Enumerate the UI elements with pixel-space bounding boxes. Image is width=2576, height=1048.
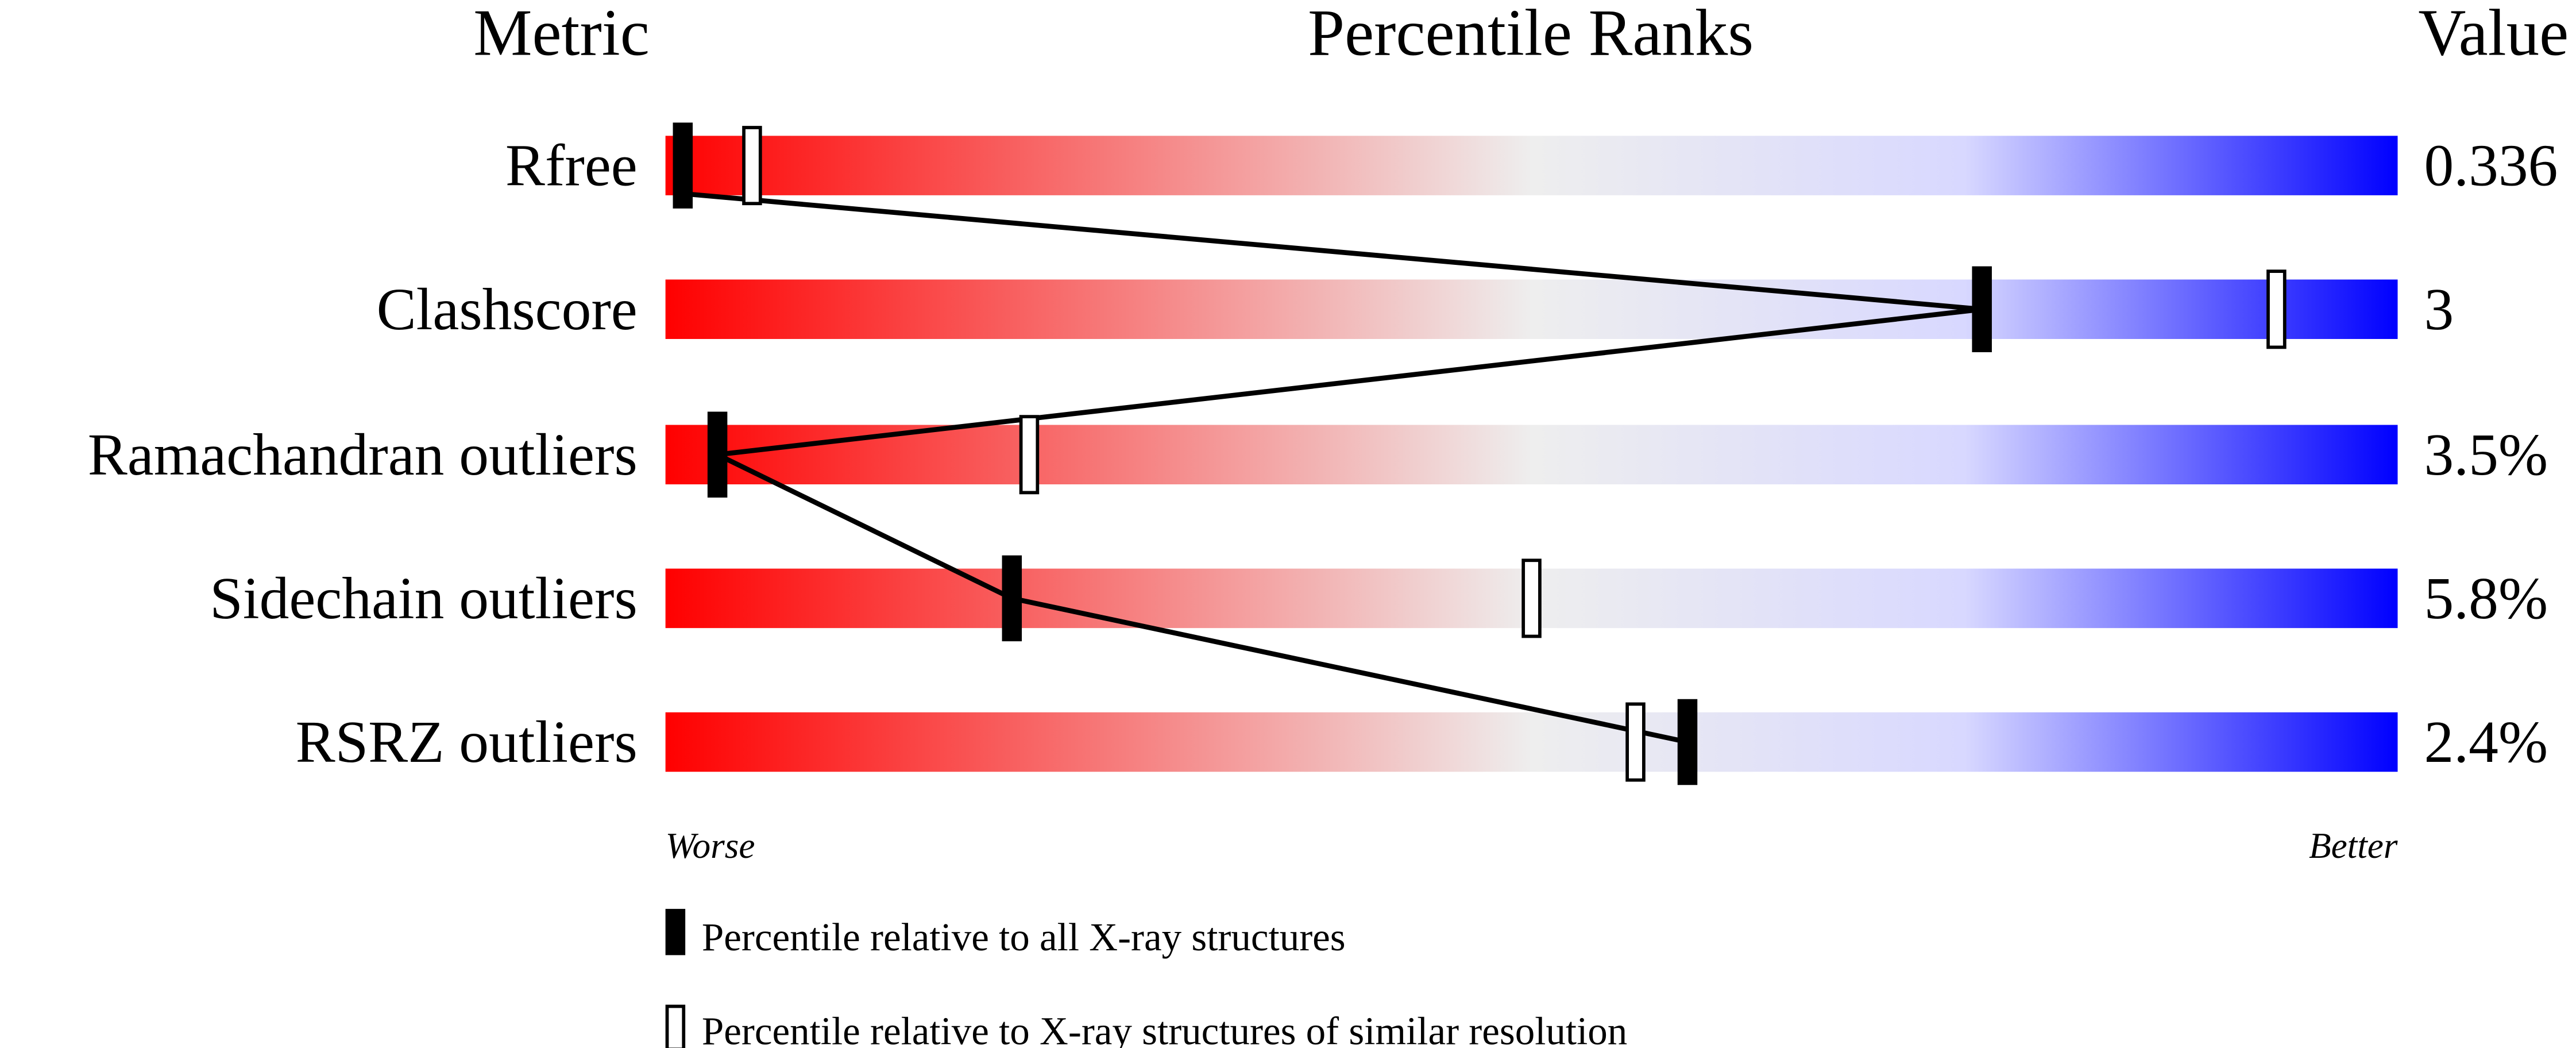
metric-label: Rfree <box>505 133 638 199</box>
axis-better-label: Better <box>2309 826 2398 866</box>
legend-label-similar: Percentile relative to X-ray structures … <box>702 1010 1627 1048</box>
all-structures-marker <box>673 122 693 209</box>
percentile-bar <box>665 136 2398 195</box>
metric-value: 0.336 <box>2424 133 2558 199</box>
metric-label: Sidechain outliers <box>210 566 637 631</box>
similar-resolution-marker <box>1019 415 1040 495</box>
legend-filled-marker <box>665 908 686 955</box>
all-structures-marker <box>1972 266 1992 352</box>
legend-label-all: Percentile relative to all X-ray structu… <box>702 915 1346 959</box>
all-structures-marker <box>1677 699 1698 785</box>
header-percentile-ranks: Percentile Ranks <box>1308 0 1754 69</box>
metric-value: 3 <box>2424 277 2454 342</box>
percentile-bar <box>665 425 2398 484</box>
all-structures-marker <box>707 411 728 498</box>
percentile-bar <box>665 279 2398 339</box>
metric-value: 2.4% <box>2424 710 2548 775</box>
metric-value: 3.5% <box>2424 422 2548 488</box>
all-structures-marker <box>1002 555 1022 642</box>
similar-resolution-marker <box>1521 558 1542 638</box>
metric-label: Ramachandran outliers <box>88 422 638 488</box>
header-value: Value <box>2418 0 2569 69</box>
metric-value: 5.8% <box>2424 566 2548 631</box>
legend-open-marker <box>665 1004 686 1048</box>
percentile-bar <box>665 712 2398 772</box>
axis-worse-label: Worse <box>666 826 755 866</box>
metric-label: Clashscore <box>377 277 638 342</box>
similar-resolution-marker <box>2266 269 2287 349</box>
header-metric: Metric <box>473 0 650 69</box>
similar-resolution-marker <box>742 126 762 206</box>
metric-label: RSRZ outliers <box>296 710 638 775</box>
similar-resolution-marker <box>1625 702 1646 782</box>
